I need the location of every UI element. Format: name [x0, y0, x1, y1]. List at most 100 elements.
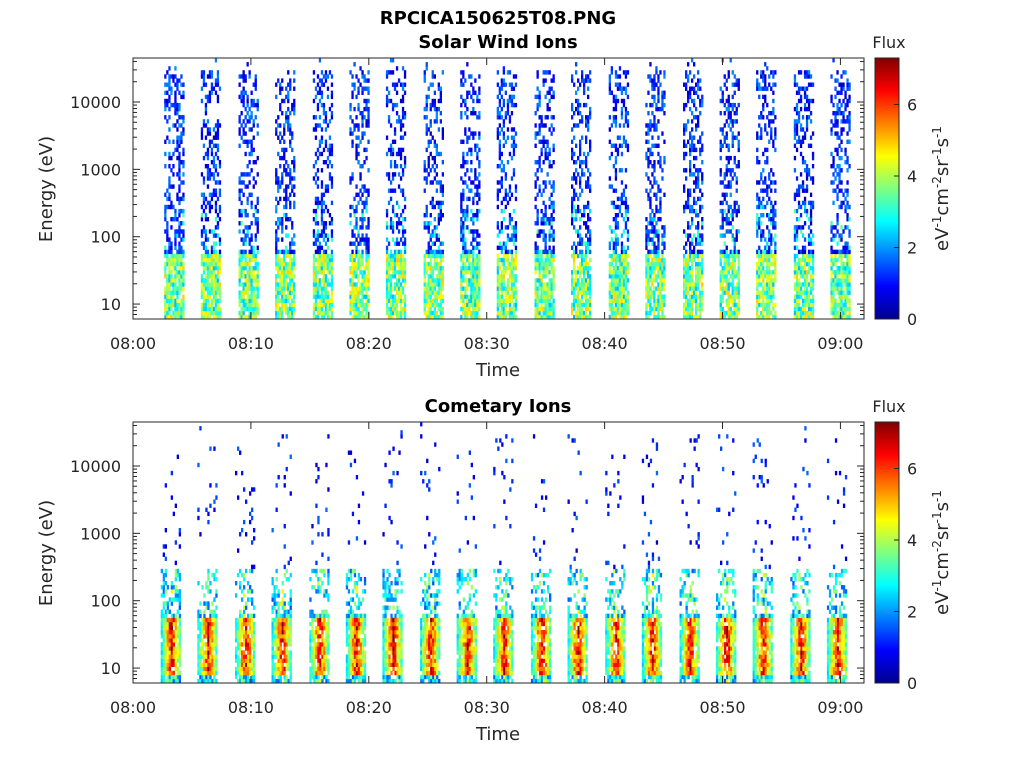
heatmap-cell	[256, 221, 259, 226]
heatmap-cell	[462, 160, 465, 165]
heatmap-cell	[550, 184, 553, 189]
heatmap-cell	[651, 82, 654, 87]
heatmap-cell	[275, 233, 278, 238]
heatmap-cell	[699, 233, 702, 238]
heatmap-cell	[622, 310, 626, 316]
heatmap-cell	[202, 266, 206, 271]
heatmap-cell	[244, 106, 247, 112]
heatmap-cell	[275, 278, 278, 283]
heatmap-cell	[242, 127, 245, 132]
heatmap-cell	[365, 290, 368, 295]
heatmap-cell	[176, 106, 179, 112]
heatmap-cell	[731, 208, 734, 214]
heatmap-cell	[721, 90, 724, 95]
heatmap-cell	[320, 90, 324, 95]
heatmap-cell	[395, 253, 399, 259]
heatmap-cell	[174, 314, 177, 320]
heatmap-cell	[328, 282, 332, 287]
heatmap-cell	[281, 98, 284, 104]
heatmap-cell	[254, 257, 257, 263]
heatmap-cell	[462, 298, 465, 303]
heatmap-cell	[291, 257, 294, 263]
heatmap-cell	[653, 229, 656, 234]
heatmap-cell	[649, 119, 652, 124]
heatmap-cell	[166, 135, 169, 140]
heatmap-cell	[538, 127, 541, 132]
heatmap-cell	[663, 70, 666, 75]
heatmap-cell	[429, 221, 432, 226]
heatmap-cell	[695, 270, 698, 275]
heatmap-cell	[540, 217, 543, 222]
heatmap-cell	[687, 78, 690, 83]
heatmap-cell	[216, 172, 220, 177]
heatmap-cell	[695, 278, 698, 283]
heatmap-cell	[512, 225, 516, 230]
heatmap-cell	[285, 192, 288, 197]
heatmap-cell	[699, 270, 702, 275]
heatmap-cell	[385, 237, 389, 242]
heatmap-cell	[293, 70, 296, 75]
heatmap-cell	[737, 160, 740, 165]
heatmap-cell	[460, 266, 463, 271]
heatmap-cell	[355, 208, 358, 214]
heatmap-cell	[389, 314, 393, 320]
heatmap-cell	[244, 123, 247, 128]
heatmap-cell	[355, 302, 358, 308]
heatmap-cell	[176, 196, 179, 202]
heatmap-cell	[585, 294, 588, 299]
heatmap-cell	[401, 290, 405, 295]
heatmap-cell	[320, 213, 324, 218]
heatmap-cell	[238, 278, 241, 283]
heatmap-cell	[166, 204, 169, 210]
heatmap-cell	[431, 164, 434, 169]
heatmap-cell	[248, 278, 251, 283]
heatmap-cell	[657, 233, 660, 238]
heatmap-cell	[277, 274, 280, 279]
heatmap-cell	[216, 82, 220, 87]
heatmap-cell	[464, 78, 467, 83]
heatmap-cell	[466, 106, 469, 112]
heatmap-cell	[500, 86, 503, 91]
heatmap-cell	[647, 257, 650, 263]
heatmap-cell	[661, 131, 664, 136]
heatmap-cell	[289, 139, 292, 144]
heatmap-cell	[246, 290, 249, 295]
heatmap-cell	[695, 261, 698, 267]
heatmap-cell	[661, 225, 664, 230]
heatmap-cell	[649, 196, 652, 202]
heatmap-cell	[361, 270, 364, 275]
heatmap-cell	[178, 290, 181, 295]
heatmap-cell	[701, 302, 704, 308]
heatmap-cell	[610, 298, 613, 303]
heatmap-cell	[510, 86, 514, 91]
heatmap-cell	[510, 257, 514, 263]
heatmap-cell	[653, 278, 656, 283]
heatmap-cell	[661, 266, 664, 271]
heatmap-cell	[735, 164, 738, 169]
heatmap-cell	[351, 241, 354, 246]
heatmap-cell	[279, 139, 282, 144]
heatmap-cell	[246, 62, 249, 67]
heatmap-cell	[618, 266, 622, 271]
heatmap-cell	[689, 257, 692, 263]
heatmap-cell	[729, 180, 732, 185]
heatmap-cell	[608, 274, 611, 279]
heatmap-cell	[737, 143, 740, 148]
heatmap-cell	[540, 286, 543, 291]
heatmap-cell	[439, 188, 442, 193]
heatmap-cell	[353, 213, 356, 218]
heatmap-cell	[403, 245, 407, 250]
heatmap-cell	[285, 270, 288, 275]
heatmap-cell	[542, 294, 545, 299]
heatmap-cell	[164, 204, 167, 210]
heatmap-cell	[287, 164, 290, 169]
heatmap-cell	[577, 270, 580, 275]
heatmap-cell	[435, 282, 438, 287]
heatmap-cell	[624, 298, 628, 303]
heatmap-cell	[281, 249, 284, 255]
heatmap-cell	[697, 176, 700, 181]
heatmap-cell	[548, 302, 551, 308]
heatmap-cell	[178, 278, 181, 283]
heatmap-cell	[510, 298, 514, 303]
heatmap-cell	[544, 302, 547, 308]
